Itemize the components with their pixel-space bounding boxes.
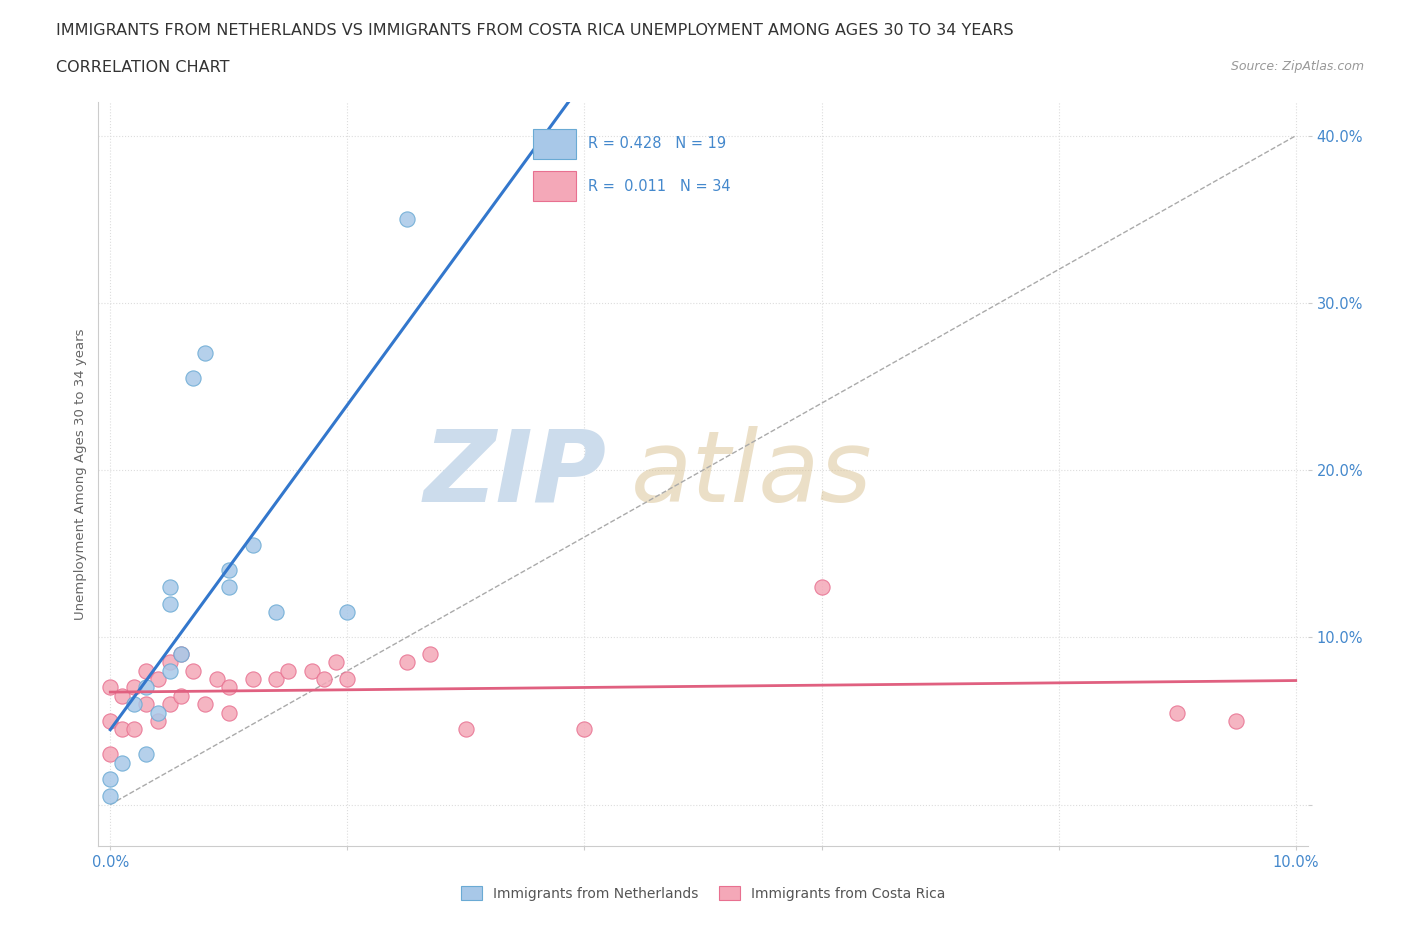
- Point: [574, 722, 596, 737]
- Point: [111, 722, 134, 737]
- Point: [218, 705, 240, 720]
- Point: [122, 680, 145, 695]
- Point: [111, 688, 134, 703]
- Point: [277, 663, 299, 678]
- Y-axis label: Unemployment Among Ages 30 to 34 years: Unemployment Among Ages 30 to 34 years: [75, 328, 87, 620]
- Point: [135, 663, 157, 678]
- Point: [218, 680, 240, 695]
- Point: [159, 697, 181, 711]
- Point: [336, 671, 359, 686]
- Point: [159, 579, 181, 594]
- Point: [159, 596, 181, 611]
- Point: [159, 663, 181, 678]
- Text: IMMIGRANTS FROM NETHERLANDS VS IMMIGRANTS FROM COSTA RICA UNEMPLOYMENT AMONG AGE: IMMIGRANTS FROM NETHERLANDS VS IMMIGRANT…: [56, 23, 1014, 38]
- Point: [1225, 713, 1247, 728]
- Point: [336, 604, 359, 619]
- Text: Source: ZipAtlas.com: Source: ZipAtlas.com: [1230, 60, 1364, 73]
- Point: [146, 671, 169, 686]
- Point: [194, 346, 217, 361]
- Point: [301, 663, 323, 678]
- Point: [146, 705, 169, 720]
- Point: [810, 579, 832, 594]
- Point: [98, 713, 121, 728]
- Point: [181, 371, 204, 386]
- Text: atlas: atlas: [630, 426, 872, 523]
- Point: [395, 655, 418, 670]
- Point: [135, 697, 157, 711]
- Point: [194, 697, 217, 711]
- FancyBboxPatch shape: [533, 129, 576, 159]
- Point: [170, 646, 193, 661]
- Point: [218, 563, 240, 578]
- Point: [454, 722, 477, 737]
- Point: [135, 680, 157, 695]
- Text: R =  0.011   N = 34: R = 0.011 N = 34: [588, 179, 731, 193]
- Point: [98, 680, 121, 695]
- Point: [170, 688, 193, 703]
- Text: R = 0.428   N = 19: R = 0.428 N = 19: [588, 137, 727, 152]
- Point: [98, 747, 121, 762]
- Point: [122, 697, 145, 711]
- Point: [98, 772, 121, 787]
- Point: [242, 671, 264, 686]
- Point: [205, 671, 228, 686]
- Point: [1166, 705, 1188, 720]
- Point: [242, 538, 264, 552]
- Point: [111, 755, 134, 770]
- Point: [170, 646, 193, 661]
- Point: [98, 789, 121, 804]
- Point: [135, 747, 157, 762]
- Point: [395, 212, 418, 227]
- Text: CORRELATION CHART: CORRELATION CHART: [56, 60, 229, 75]
- Point: [264, 604, 287, 619]
- Point: [419, 646, 441, 661]
- Point: [312, 671, 335, 686]
- Point: [146, 713, 169, 728]
- Point: [181, 663, 204, 678]
- Point: [264, 671, 287, 686]
- Point: [122, 722, 145, 737]
- FancyBboxPatch shape: [533, 171, 576, 201]
- Point: [159, 655, 181, 670]
- Point: [325, 655, 347, 670]
- Legend: Immigrants from Netherlands, Immigrants from Costa Rica: Immigrants from Netherlands, Immigrants …: [456, 881, 950, 907]
- Point: [218, 579, 240, 594]
- Text: ZIP: ZIP: [423, 426, 606, 523]
